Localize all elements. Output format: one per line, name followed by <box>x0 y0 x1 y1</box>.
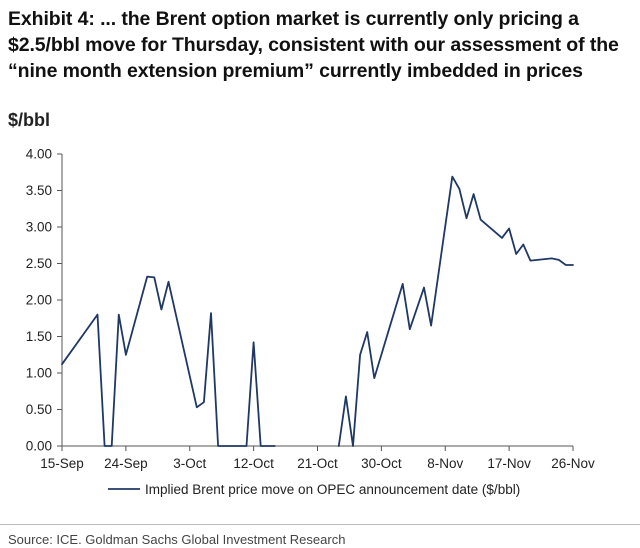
y-tick-label: 0.50 <box>26 402 52 417</box>
y-tick-label: 3.50 <box>26 183 52 198</box>
chart-title-line-3: “nine month extension premium” currently… <box>8 60 583 82</box>
source-note: Source: ICE. Goldman Sachs Global Invest… <box>8 532 346 547</box>
y-tick-label: 2.50 <box>26 256 52 271</box>
x-tick-label: 17-Nov <box>487 456 531 471</box>
chart-title: Exhibit 4: ... the Brent option market i… <box>8 6 634 84</box>
y-tick-label: 0.00 <box>26 439 52 454</box>
x-tick-label: 26-Nov <box>551 456 595 471</box>
footer-divider <box>0 524 640 525</box>
y-axis-unit-label: $/bbl <box>8 110 51 130</box>
series-line-segment <box>61 275 276 447</box>
x-tick-label: 15-Sep <box>40 456 84 471</box>
x-tick-label: 24-Sep <box>104 456 148 471</box>
line-chart: 4.00 3.50 3.00 2.50 2.00 1.50 1.00 0.50 0.00 15-S… <box>26 147 595 498</box>
chart-series <box>61 175 574 447</box>
x-tick-label: 12-Oct <box>233 456 274 471</box>
chart-axes: 4.00 3.50 3.00 2.50 2.00 1.50 1.00 0.50 0.00 15-S… <box>26 147 595 472</box>
y-tick-label: 2.00 <box>26 293 52 308</box>
legend-label: Implied Brent price move on OPEC announc… <box>145 482 520 497</box>
y-tick-label: 1.50 <box>26 329 52 344</box>
x-tick-label: 30-Oct <box>361 456 402 471</box>
x-tick-label: 21-Oct <box>297 456 338 471</box>
x-tick-label: 3-Oct <box>173 456 206 471</box>
chart-title-line-2: $2.5/bbl move for Thursday, consistent w… <box>8 34 619 56</box>
chart-title-line-1: Exhibit 4: ... the Brent option market i… <box>8 8 579 30</box>
chart-legend: Implied Brent price move on OPEC announc… <box>108 482 520 497</box>
y-tick-label: 3.00 <box>26 220 52 235</box>
x-tick-label: 8-Nov <box>427 456 463 471</box>
series-line-segment <box>337 175 574 447</box>
y-tick-label: 4.00 <box>26 147 52 162</box>
y-tick-label: 1.00 <box>26 366 52 381</box>
